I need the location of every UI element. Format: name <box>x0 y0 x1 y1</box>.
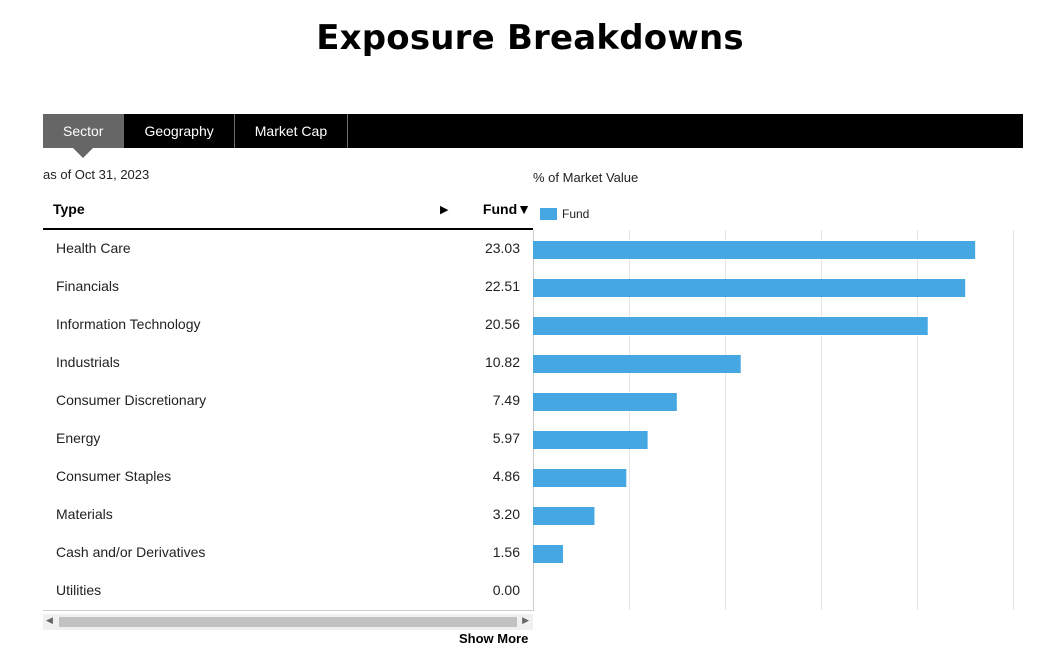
tab-market-cap[interactable]: Market Cap <box>235 114 349 148</box>
bar-health-care[interactable] <box>533 241 976 259</box>
table-row: Health Care 23.03 <box>43 230 533 268</box>
row-type-label: Industrials <box>56 354 120 370</box>
bar-energy[interactable] <box>533 431 648 449</box>
row-fund-value: 22.51 <box>484 278 520 294</box>
bar-consumer-staples[interactable] <box>533 469 627 487</box>
row-type-label: Financials <box>56 278 120 294</box>
scroll-left-icon[interactable]: ◀ <box>46 615 53 625</box>
row-type-label: Cash and/or Derivatives <box>56 544 206 560</box>
row-type-label: Consumer Discretionary <box>56 392 207 408</box>
table-row: Financials 22.51 <box>43 268 533 306</box>
bar-cash-and-or-derivatives[interactable] <box>533 545 563 563</box>
down-triangle-icon: ▼ <box>517 201 531 217</box>
table-row: Cash and/or Derivatives 1.56 <box>43 534 533 572</box>
row-fund-value: 1.56 <box>492 544 520 560</box>
table-bottom-rule <box>43 610 534 611</box>
tab-geography[interactable]: Geography <box>124 114 235 148</box>
exposure-bar-chart <box>533 230 1014 610</box>
show-more-link[interactable]: Show More <box>459 631 529 646</box>
row-type-label: Health Care <box>56 240 131 256</box>
chart-title: % of Market Value <box>533 170 639 185</box>
scroll-right-icon[interactable]: ▶ <box>522 615 529 625</box>
breakdown-tabs: Sector Geography Market Cap <box>43 114 1023 158</box>
row-type-label: Consumer Staples <box>56 468 172 484</box>
legend-label: Fund <box>562 207 590 221</box>
row-type-label: Utilities <box>56 582 102 598</box>
table-row: Energy 5.97 <box>43 420 533 458</box>
bar-financials[interactable] <box>533 279 966 297</box>
row-type-label: Energy <box>56 430 101 446</box>
column-header-fund[interactable]: Fund▼ <box>482 201 531 217</box>
exposure-table-body: Health Care 23.03 Financials 22.51 Informati… <box>43 230 533 610</box>
row-fund-value: 3.20 <box>492 506 520 522</box>
bar-materials[interactable] <box>533 507 595 525</box>
row-fund-value: 20.56 <box>484 316 520 332</box>
chart-legend: Fund <box>540 207 589 221</box>
row-type-label: Information Technology <box>56 316 201 332</box>
row-fund-value: 10.82 <box>484 354 520 370</box>
row-fund-value: 0.00 <box>492 582 520 598</box>
page-title: Exposure Breakdowns <box>316 18 744 58</box>
table-divider <box>533 230 534 610</box>
bar-industrials[interactable] <box>533 355 741 373</box>
row-fund-value: 4.86 <box>492 468 520 484</box>
table-row: Materials 3.20 <box>43 496 533 534</box>
as-of-date: as of Oct 31, 2023 <box>43 167 150 182</box>
row-type-label: Materials <box>56 506 113 522</box>
row-fund-value: 5.97 <box>492 430 520 446</box>
table-row: Consumer Discretionary 7.49 <box>43 382 533 420</box>
table-row: Utilities 0.00 <box>43 572 533 610</box>
row-fund-value: 7.49 <box>492 392 520 408</box>
table-row: Consumer Staples 4.86 <box>43 458 533 496</box>
bar-consumer-discretionary[interactable] <box>533 393 677 411</box>
horizontal-scrollbar[interactable]: ◀ ▶ <box>43 614 533 630</box>
legend-swatch <box>540 208 557 220</box>
table-row: Industrials 10.82 <box>43 344 533 382</box>
bar-information-technology[interactable] <box>533 317 928 335</box>
scrollbar-thumb[interactable] <box>59 617 517 627</box>
table-header: Type ▶ Fund▼ <box>43 196 533 230</box>
column-header-type: Type <box>53 201 85 217</box>
tab-sector[interactable]: Sector <box>43 114 125 158</box>
row-fund-value: 23.03 <box>484 240 520 256</box>
right-triangle-icon[interactable]: ▶ <box>440 204 449 216</box>
table-row: Information Technology 20.56 <box>43 306 533 344</box>
